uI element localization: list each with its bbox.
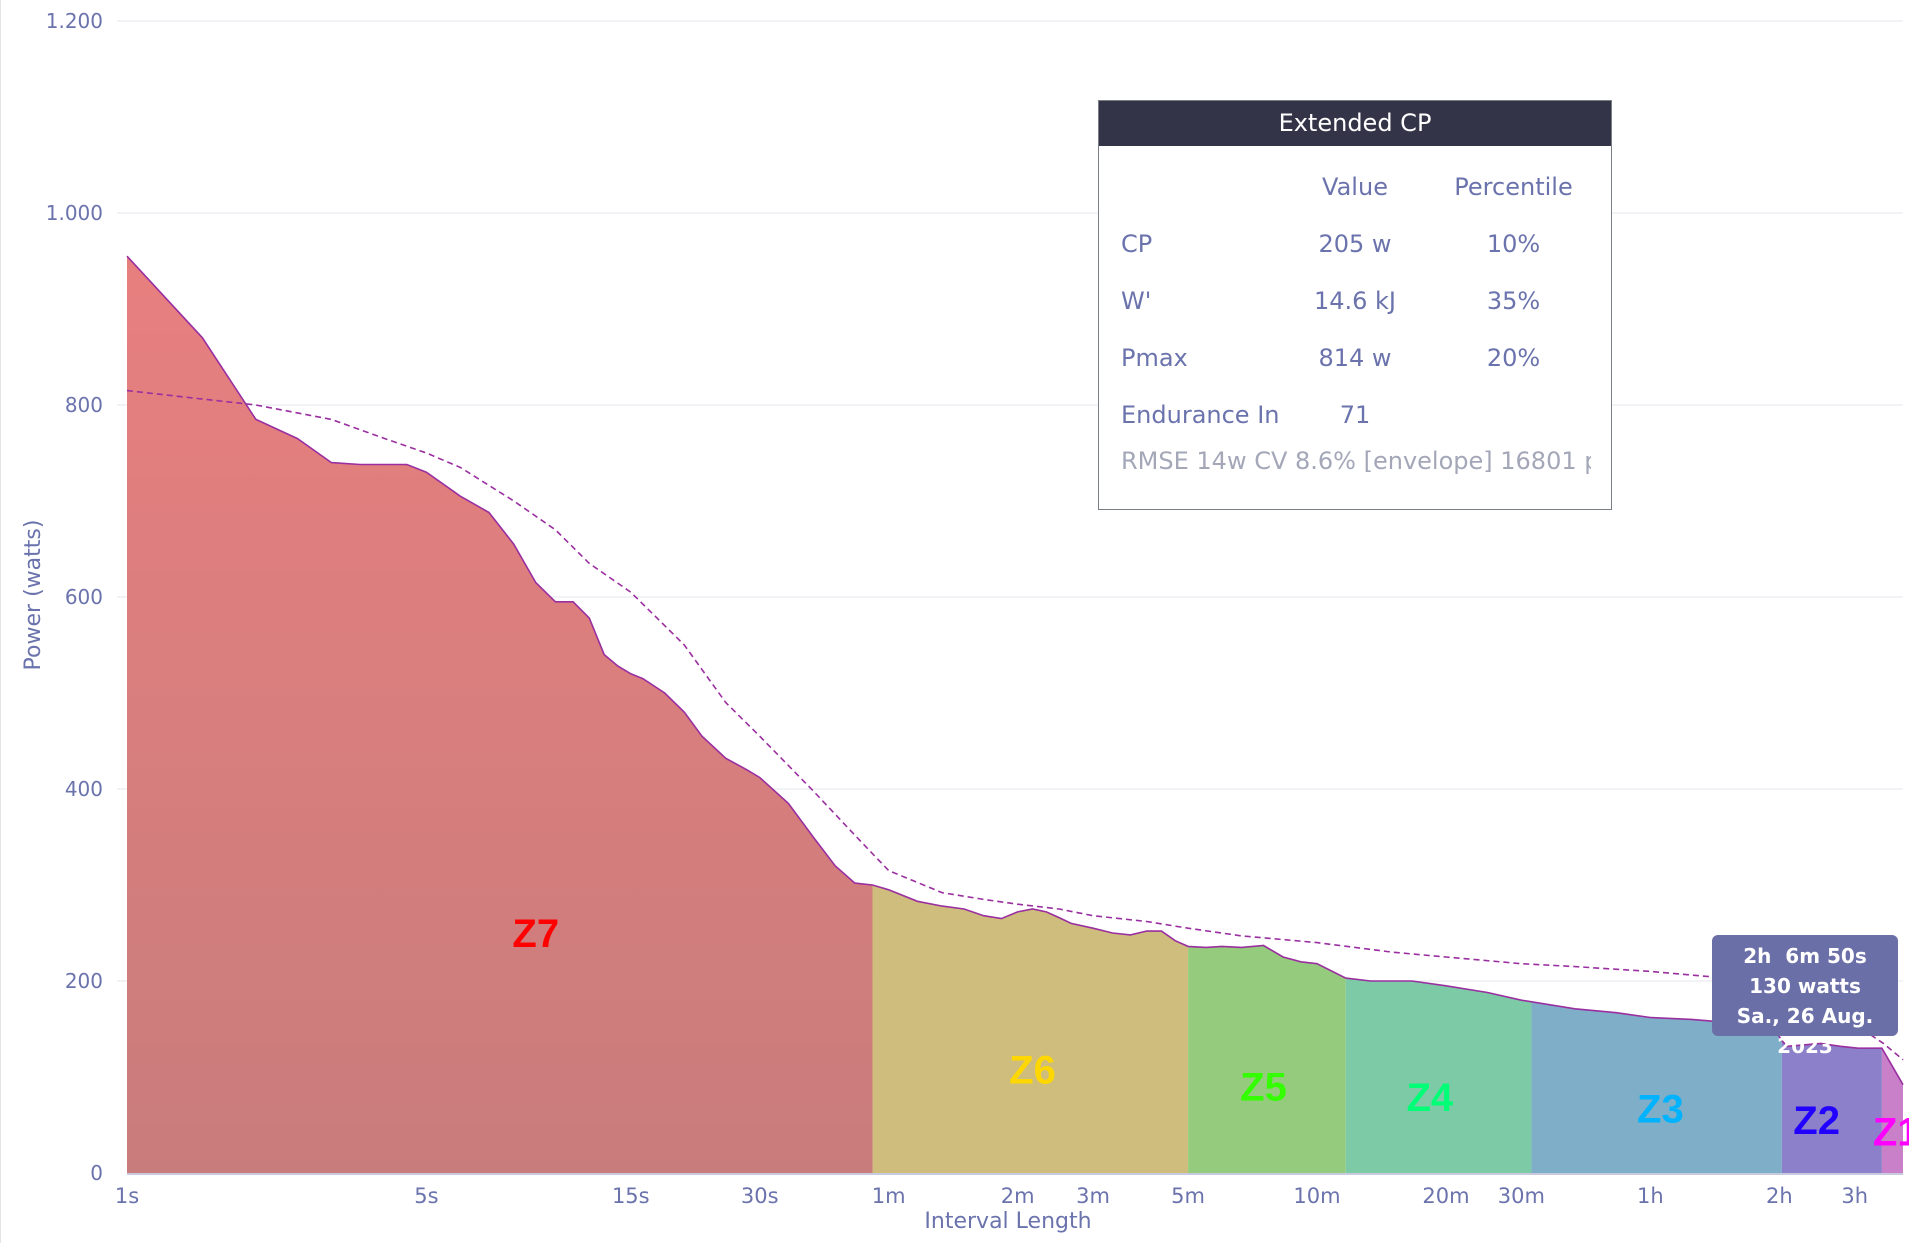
table-row: CP 205 w 10% xyxy=(1099,215,1611,272)
table-header-row: Value Percentile xyxy=(1099,158,1611,215)
x-tick-label: 1h xyxy=(1637,1184,1664,1208)
y-tick-label: 1.000 xyxy=(46,201,103,225)
row-percentile: 35% xyxy=(1486,286,1541,315)
extended-cp-panel: Extended CP Value Percentile CP 205 w 10… xyxy=(1098,100,1612,510)
header-name xyxy=(1099,158,1280,215)
x-tick-label: 5m xyxy=(1171,1184,1205,1208)
x-tick-label: 2m xyxy=(1001,1184,1035,1208)
row-percentile: 10% xyxy=(1486,229,1541,258)
table-row: Pmax 814 w 20% xyxy=(1099,329,1611,386)
row-name: CP xyxy=(1121,229,1153,258)
zone-label-z1: Z1 xyxy=(1873,1111,1909,1155)
row-value: 71 xyxy=(1339,400,1371,429)
x-tick-label: 2h xyxy=(1766,1184,1793,1208)
y-tick-label: 0 xyxy=(90,1161,103,1185)
tooltip-power: 130 watts xyxy=(1749,974,1861,998)
x-tick-label: 30s xyxy=(741,1184,779,1208)
x-axis-ticks: 1s 5s 15s 30s 1m 2m 3m 5m 10m 20m 30m 1h 2h 3h xyxy=(115,1184,1868,1208)
x-tick-label: 15s xyxy=(612,1184,650,1208)
y-axis-ticks: 0 200 400 600 800 1.000 1.200 xyxy=(46,9,103,1185)
row-name: Pmax xyxy=(1121,343,1188,372)
panel-footer: RMSE 14w CV 8.6% [envelope] 16801 pc xyxy=(1121,447,1591,475)
y-tick-label: 600 xyxy=(65,585,103,609)
y-tick-label: 800 xyxy=(65,393,103,417)
row-name: Endurance In xyxy=(1121,400,1280,429)
x-tick-label: 3h xyxy=(1841,1184,1868,1208)
tooltip-date: Sa., 26 Aug. 2023 xyxy=(1736,1004,1874,1058)
zone-label-z7: Z7 xyxy=(512,912,559,956)
x-tick-label: 1s xyxy=(115,1184,139,1208)
zone-label-z6: Z6 xyxy=(1009,1048,1056,1092)
power-curve-line xyxy=(126,255,1904,1086)
row-percentile xyxy=(1430,386,1611,443)
cp-table: Value Percentile CP 205 w 10% W' 14.6 kJ… xyxy=(1099,158,1611,443)
x-tick-label: 20m xyxy=(1422,1184,1469,1208)
x-axis-title: Interval Length xyxy=(924,1209,1091,1234)
panel-title: Extended CP xyxy=(1099,101,1611,146)
y-tick-label: 400 xyxy=(65,777,103,801)
x-tick-label: 30m xyxy=(1498,1184,1545,1208)
cp-model-fit-line xyxy=(126,389,1904,1061)
x-tick-label: 3m xyxy=(1076,1184,1110,1208)
hover-tooltip: 2h 6m 50s 130 watts Sa., 26 Aug. 2023 xyxy=(1712,935,1898,1058)
zone-label-z3: Z3 xyxy=(1637,1088,1684,1132)
header-value: Value xyxy=(1322,172,1388,201)
x-tick-label: 5s xyxy=(414,1184,438,1208)
x-tick-label: 1m xyxy=(872,1184,906,1208)
zone-label-z2: Z2 xyxy=(1793,1099,1840,1143)
zone-label-z4: Z4 xyxy=(1406,1076,1453,1120)
row-value: 814 w xyxy=(1318,343,1392,372)
row-percentile: 20% xyxy=(1486,343,1541,372)
tooltip-duration: 2h 6m 50s xyxy=(1743,944,1867,968)
row-value: 205 w xyxy=(1318,229,1392,258)
zone-label-z5: Z5 xyxy=(1240,1066,1287,1110)
header-percentile: Percentile xyxy=(1454,172,1573,201)
y-tick-label: 1.200 xyxy=(46,9,103,33)
row-value: 14.6 kJ xyxy=(1313,286,1397,315)
zone-labels: Z7 Z6 Z5 Z4 Z3 Z2 Z1 xyxy=(512,912,1909,1155)
x-tick-label: 10m xyxy=(1293,1184,1340,1208)
y-tick-label: 200 xyxy=(65,969,103,993)
table-row: Endurance In 71 xyxy=(1099,386,1611,443)
row-name: W' xyxy=(1121,286,1152,315)
y-axis-title: Power (watts) xyxy=(21,520,46,671)
table-row: W' 14.6 kJ 35% xyxy=(1099,272,1611,329)
